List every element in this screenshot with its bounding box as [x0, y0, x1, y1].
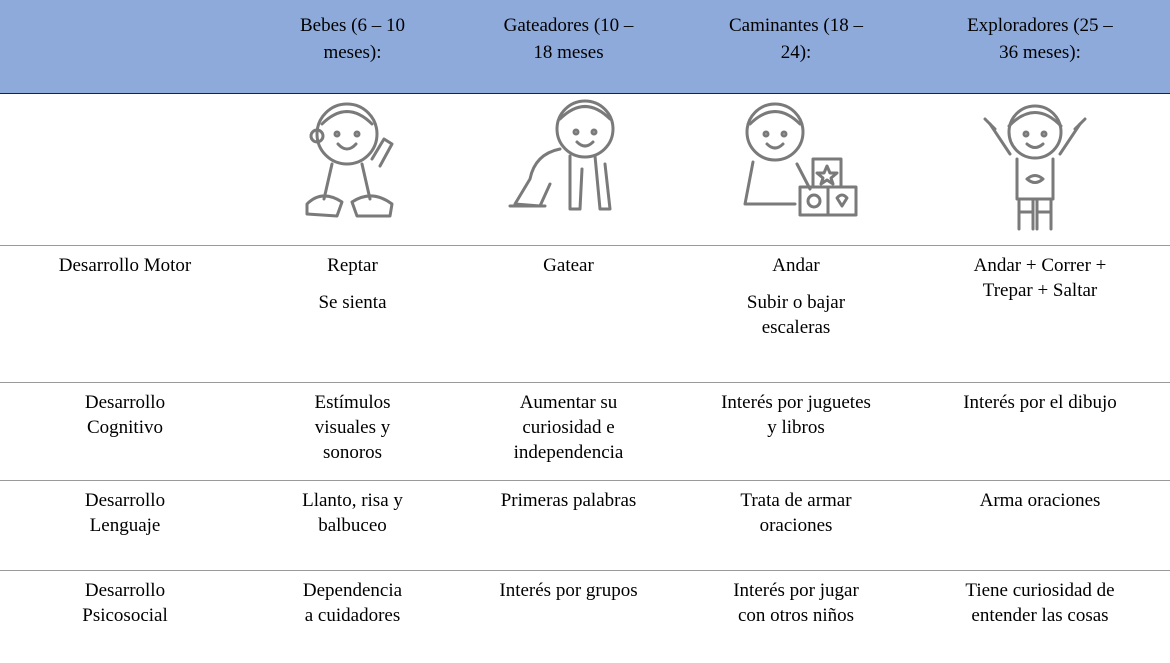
paragraph: Interés por juguetes y libros [682, 390, 910, 440]
text-line: Gateadores (10 – [503, 15, 634, 36]
paragraph: Interés por el dibujo [910, 390, 1170, 415]
text-line: a cuidadores [304, 605, 401, 626]
crawler-icon [508, 99, 615, 211]
text-line: Gatear [543, 255, 594, 276]
table-cell: Arma oraciones [910, 480, 1170, 513]
text-line: 24): [780, 42, 812, 63]
table-cell: Tiene curiosidad de entender las cosas [910, 570, 1170, 628]
text-line: Arma oraciones [979, 490, 1101, 511]
text-line: Trepar + Saltar [982, 280, 1098, 301]
table-cell: Interés por jugar con otros niños [682, 570, 910, 628]
row-rule [0, 382, 1170, 383]
row-rule [0, 245, 1170, 246]
text-line: Interés por juguetes [721, 392, 871, 413]
header-cell: Bebes (6 – 10 meses): [250, 0, 455, 66]
text-line: 18 meses [533, 42, 604, 63]
text-line: Estímulos [314, 392, 391, 413]
paragraph: Estímulos visuales y sonoros [250, 390, 455, 465]
row-label: Desarrollo Cognitivo [0, 382, 250, 440]
table-cell: Aumentar su curiosidad e independencia [455, 382, 682, 465]
header-cell: Caminantes (18 – 24): [682, 0, 910, 66]
table-cell: Interés por el dibujo [910, 382, 1170, 415]
paragraph: Arma oraciones [910, 488, 1170, 513]
paragraph: Subir o bajar escaleras [682, 290, 910, 340]
paragraph: Aumentar su curiosidad e independencia [455, 390, 682, 465]
row-label: Desarrollo Psicosocial [0, 570, 250, 628]
text-line: Desarrollo [84, 580, 166, 601]
header-row [0, 0, 1170, 94]
text-line: Andar + Correr + [973, 255, 1107, 276]
text-line: meses): [323, 42, 382, 63]
text-line: balbuceo [318, 515, 387, 536]
text-line: 36 meses): [999, 42, 1081, 63]
row-label: Desarrollo Lenguaje [0, 480, 250, 538]
text-line: Desarrollo [84, 490, 166, 511]
paragraph: Andar + Correr + Trepar + Saltar [910, 253, 1170, 303]
table-cell: Reptar Se sienta [250, 245, 455, 315]
table-cell: Llanto, risa y balbuceo [250, 480, 455, 538]
text-line: Aumentar su [519, 392, 618, 413]
paragraph: Interés por grupos [455, 578, 682, 603]
row-rule [0, 480, 1170, 481]
text-line: Primeras palabras [500, 490, 637, 511]
text-line: visuales y [314, 417, 391, 438]
row-label: Desarrollo Motor [0, 245, 250, 278]
table-cell: Gatear [455, 245, 682, 278]
paragraph: Primeras palabras [455, 488, 682, 513]
text-line: escaleras [761, 317, 831, 338]
paragraph: Tiene curiosidad de entender las cosas [910, 578, 1170, 628]
text-line: oraciones [759, 515, 833, 536]
header-cell: Exploradores (25 – 36 meses): [910, 0, 1170, 66]
text-line: sonoros [322, 442, 383, 463]
header-cell: Gateadores (10 – 18 meses [455, 0, 682, 66]
table-cell: Andar + Correr + Trepar + Saltar [910, 245, 1170, 303]
explorer-icon [983, 104, 1087, 231]
text-line: con otros niños [737, 605, 855, 626]
table-cell: Primeras palabras [455, 480, 682, 513]
text-line: Tiene curiosidad de [965, 580, 1115, 601]
paragraph: Gatear [455, 253, 682, 278]
table-cell: Interés por juguetes y libros [682, 382, 910, 440]
row-rule [0, 570, 1170, 571]
text-line: Se sienta [318, 292, 387, 313]
paragraph: Reptar [250, 253, 455, 278]
table-cell: Estímulos visuales y sonoros [250, 382, 455, 465]
baby-icon [305, 102, 394, 218]
table-cell: Dependencia a cuidadores [250, 570, 455, 628]
text-line: Desarrollo [84, 392, 166, 413]
paragraph: Trata de armar oraciones [682, 488, 910, 538]
text-line: Caminantes (18 – [728, 15, 864, 36]
walker-icon [743, 102, 858, 217]
text-line: Psicosocial [82, 605, 168, 626]
text-line: y libros [767, 417, 825, 438]
text-line: Dependencia [302, 580, 403, 601]
text-line: Exploradores (25 – [967, 15, 1113, 36]
paragraph: Interés por jugar con otros niños [682, 578, 910, 628]
text-line: Lenguaje [89, 515, 161, 536]
text-line: entender las cosas [971, 605, 1109, 626]
text-line: Interés por jugar [733, 580, 859, 601]
text-line: Llanto, risa y [302, 490, 403, 511]
table-cell: Trata de armar oraciones [682, 480, 910, 538]
paragraph: Llanto, risa y balbuceo [250, 488, 455, 538]
table-cell: Andar Subir o bajar escaleras [682, 245, 910, 340]
text-line: curiosidad e [522, 417, 615, 438]
paragraph: Andar [682, 253, 910, 278]
text-line: Andar [772, 255, 820, 276]
paragraph: Dependencia a cuidadores [250, 578, 455, 628]
text-line: Trata de armar [740, 490, 852, 511]
paragraph: Se sienta [250, 290, 455, 315]
text-line: Interés por grupos [499, 580, 638, 601]
text-line: Bebes (6 – 10 [299, 15, 405, 36]
text-line: Cognitivo [86, 417, 163, 438]
text-line: Desarrollo Motor [58, 255, 192, 276]
text-line: Reptar [327, 255, 378, 276]
text-line: independencia [513, 442, 624, 463]
text-line: Subir o bajar [746, 292, 846, 313]
table-cell: Interés por grupos [455, 570, 682, 603]
text-line: Interés por el dibujo [963, 392, 1117, 413]
icon-row [0, 94, 1170, 245]
